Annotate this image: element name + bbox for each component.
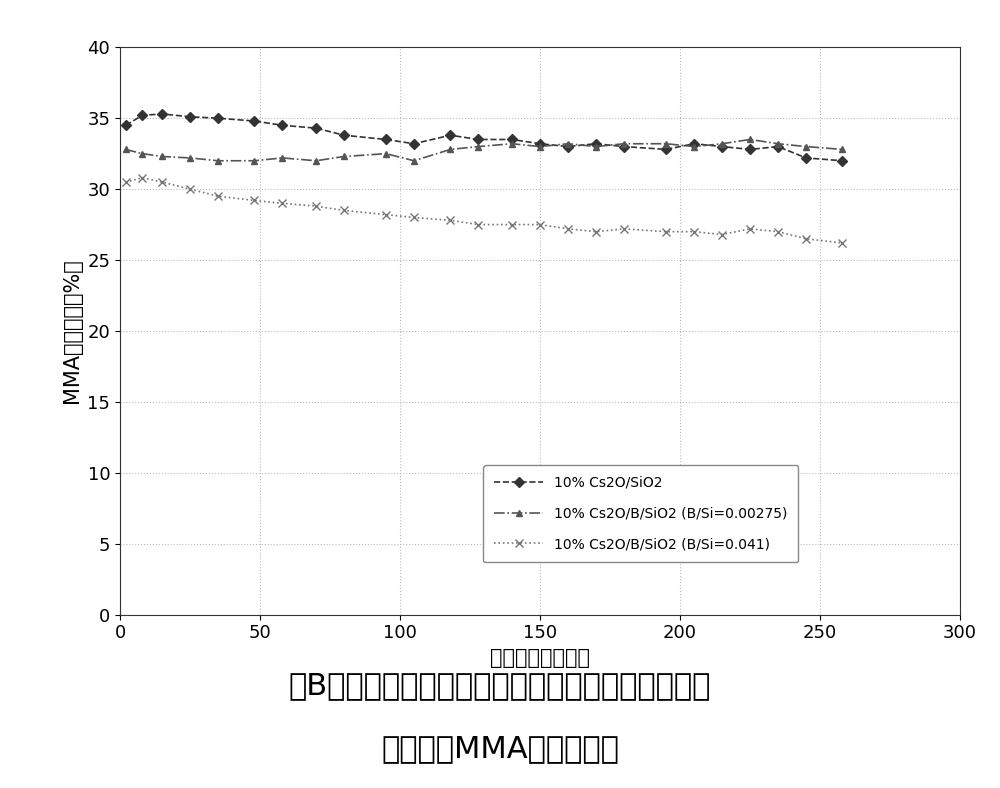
10% Cs2O/B/SiO2 (B/Si=0.00275) <box>836 145 848 154</box>
10% Cs2O/SiO2 <box>716 142 728 151</box>
10% Cs2O/B/SiO2 (B/Si=0.00275) <box>800 142 812 151</box>
10% Cs2O/SiO2 <box>310 124 322 133</box>
10% Cs2O/B/SiO2 (B/Si=0.00275) <box>772 139 784 148</box>
10% Cs2O/B/SiO2 (B/Si=0.041) <box>836 238 848 247</box>
10% Cs2O/SiO2 <box>660 145 672 154</box>
10% Cs2O/SiO2 <box>156 110 168 119</box>
10% Cs2O/B/SiO2 (B/Si=0.041) <box>212 191 224 201</box>
10% Cs2O/B/SiO2 (B/Si=0.041) <box>534 220 546 229</box>
10% Cs2O/B/SiO2 (B/Si=0.00275) <box>472 142 484 151</box>
10% Cs2O/B/SiO2 (B/Si=0.00275) <box>380 149 392 158</box>
10% Cs2O/B/SiO2 (B/Si=0.00275) <box>444 145 456 154</box>
10% Cs2O/B/SiO2 (B/Si=0.00275) <box>212 156 224 165</box>
10% Cs2O/B/SiO2 (B/Si=0.041) <box>276 199 288 208</box>
Y-axis label: MMA浓度（重量%）: MMA浓度（重量%） <box>62 258 82 403</box>
10% Cs2O/B/SiO2 (B/Si=0.041) <box>660 227 672 236</box>
10% Cs2O/SiO2 <box>338 131 350 140</box>
10% Cs2O/B/SiO2 (B/Si=0.041) <box>120 177 132 187</box>
10% Cs2O/SiO2 <box>744 145 756 154</box>
10% Cs2O/B/SiO2 (B/Si=0.041) <box>248 195 260 205</box>
10% Cs2O/SiO2 <box>506 135 518 144</box>
10% Cs2O/SiO2 <box>590 139 602 148</box>
10% Cs2O/SiO2 <box>408 139 420 148</box>
10% Cs2O/B/SiO2 (B/Si=0.00275) <box>688 142 700 151</box>
Line: 10% Cs2O/SiO2: 10% Cs2O/SiO2 <box>122 110 846 164</box>
X-axis label: 运行时间（小时）: 运行时间（小时） <box>490 648 590 668</box>
10% Cs2O/SiO2 <box>212 113 224 123</box>
Legend: 10% Cs2O/SiO2, 10% Cs2O/B/SiO2 (B/Si=0.00275), 10% Cs2O/B/SiO2 (B/Si=0.041): 10% Cs2O/SiO2, 10% Cs2O/B/SiO2 (B/Si=0.0… <box>483 465 798 563</box>
10% Cs2O/SiO2 <box>120 121 132 130</box>
10% Cs2O/B/SiO2 (B/Si=0.00275) <box>408 156 420 165</box>
10% Cs2O/B/SiO2 (B/Si=0.00275) <box>716 139 728 148</box>
10% Cs2O/B/SiO2 (B/Si=0.041) <box>444 216 456 225</box>
10% Cs2O/B/SiO2 (B/Si=0.00275) <box>562 139 574 148</box>
10% Cs2O/B/SiO2 (B/Si=0.041) <box>772 227 784 236</box>
10% Cs2O/B/SiO2 (B/Si=0.00275) <box>338 152 350 162</box>
10% Cs2O/B/SiO2 (B/Si=0.00275) <box>310 156 322 165</box>
Line: 10% Cs2O/B/SiO2 (B/Si=0.041): 10% Cs2O/B/SiO2 (B/Si=0.041) <box>121 173 847 247</box>
10% Cs2O/SiO2 <box>534 139 546 148</box>
10% Cs2O/SiO2 <box>618 142 630 151</box>
10% Cs2O/B/SiO2 (B/Si=0.041) <box>338 206 350 215</box>
10% Cs2O/SiO2 <box>836 156 848 165</box>
10% Cs2O/B/SiO2 (B/Si=0.041) <box>716 230 728 240</box>
10% Cs2O/B/SiO2 (B/Si=0.00275) <box>590 142 602 151</box>
10% Cs2O/B/SiO2 (B/Si=0.041) <box>506 220 518 229</box>
Line: 10% Cs2O/B/SiO2 (B/Si=0.00275): 10% Cs2O/B/SiO2 (B/Si=0.00275) <box>122 136 846 164</box>
10% Cs2O/B/SiO2 (B/Si=0.00275) <box>506 139 518 148</box>
10% Cs2O/SiO2 <box>444 131 456 140</box>
10% Cs2O/B/SiO2 (B/Si=0.041) <box>800 234 812 243</box>
10% Cs2O/B/SiO2 (B/Si=0.00275) <box>618 139 630 148</box>
10% Cs2O/B/SiO2 (B/Si=0.041) <box>310 202 322 211</box>
10% Cs2O/SiO2 <box>688 139 700 148</box>
10% Cs2O/B/SiO2 (B/Si=0.041) <box>744 224 756 233</box>
10% Cs2O/B/SiO2 (B/Si=0.041) <box>590 227 602 236</box>
Text: 对B助催化的催化剂上和未助催化的催化剂上反应器: 对B助催化的催化剂上和未助催化的催化剂上反应器 <box>289 671 711 700</box>
10% Cs2O/B/SiO2 (B/Si=0.041) <box>562 224 574 233</box>
10% Cs2O/B/SiO2 (B/Si=0.00275) <box>120 145 132 154</box>
10% Cs2O/B/SiO2 (B/Si=0.041) <box>618 224 630 233</box>
10% Cs2O/B/SiO2 (B/Si=0.00275) <box>744 135 756 144</box>
10% Cs2O/B/SiO2 (B/Si=0.00275) <box>136 149 148 158</box>
10% Cs2O/SiO2 <box>472 135 484 144</box>
10% Cs2O/SiO2 <box>772 142 784 151</box>
10% Cs2O/B/SiO2 (B/Si=0.00275) <box>248 156 260 165</box>
10% Cs2O/SiO2 <box>276 121 288 130</box>
10% Cs2O/SiO2 <box>562 142 574 151</box>
10% Cs2O/B/SiO2 (B/Si=0.041) <box>688 227 700 236</box>
10% Cs2O/B/SiO2 (B/Si=0.00275) <box>276 153 288 162</box>
10% Cs2O/B/SiO2 (B/Si=0.041) <box>136 173 148 183</box>
10% Cs2O/B/SiO2 (B/Si=0.00275) <box>660 139 672 148</box>
10% Cs2O/B/SiO2 (B/Si=0.00275) <box>534 142 546 151</box>
10% Cs2O/B/SiO2 (B/Si=0.041) <box>184 184 196 194</box>
Text: 离开流中MMA浓度的比较: 离开流中MMA浓度的比较 <box>381 734 619 763</box>
10% Cs2O/SiO2 <box>248 117 260 126</box>
10% Cs2O/B/SiO2 (B/Si=0.041) <box>472 220 484 229</box>
10% Cs2O/B/SiO2 (B/Si=0.041) <box>408 213 420 222</box>
10% Cs2O/B/SiO2 (B/Si=0.041) <box>380 210 392 219</box>
10% Cs2O/SiO2 <box>800 153 812 162</box>
10% Cs2O/B/SiO2 (B/Si=0.00275) <box>184 153 196 162</box>
10% Cs2O/SiO2 <box>380 135 392 144</box>
10% Cs2O/SiO2 <box>184 112 196 121</box>
10% Cs2O/SiO2 <box>136 110 148 120</box>
10% Cs2O/B/SiO2 (B/Si=0.041) <box>156 177 168 187</box>
10% Cs2O/B/SiO2 (B/Si=0.00275) <box>156 152 168 162</box>
